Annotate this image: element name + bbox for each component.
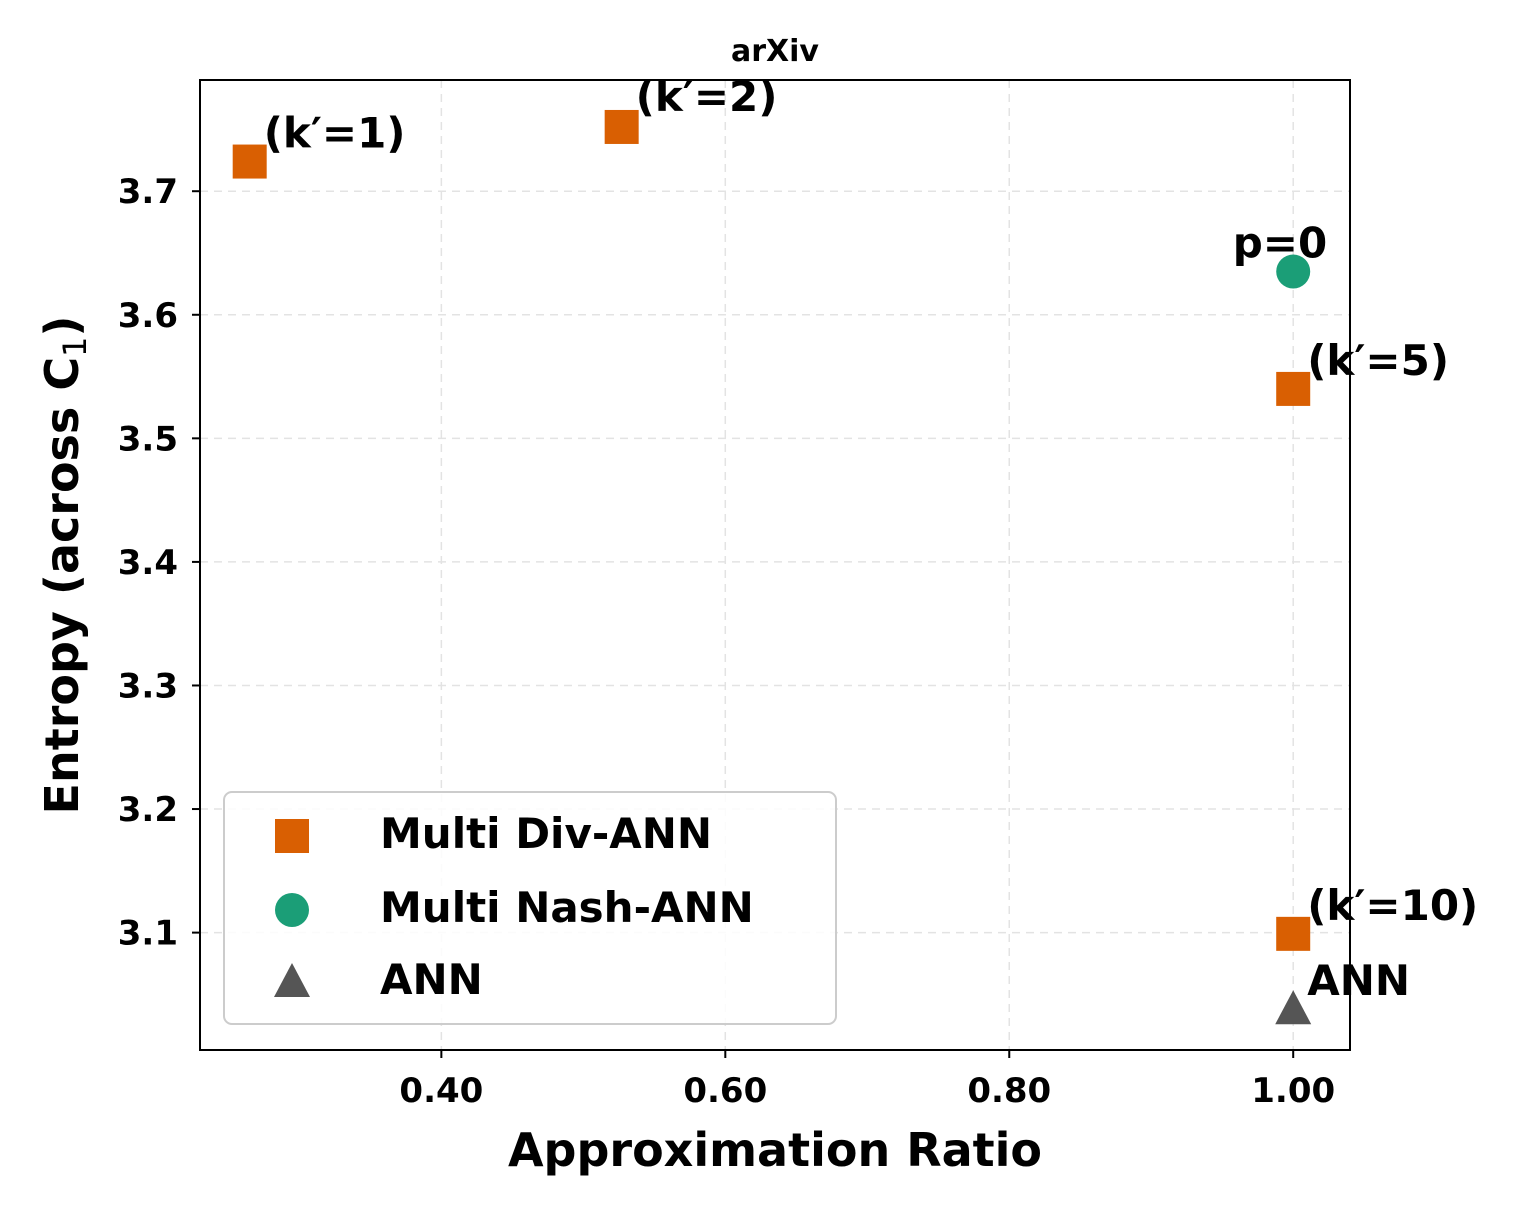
y-axis-label-close: ) <box>35 316 89 337</box>
y-axis-label-subscript: 1 <box>56 337 94 357</box>
y-tick-label: 3.2 <box>118 790 178 830</box>
y-tick-label: 3.1 <box>118 914 178 954</box>
y-tick-label: 3.3 <box>118 666 178 706</box>
data-point-square <box>1276 371 1311 406</box>
x-axis-label: Approximation Ratio <box>508 1123 1042 1177</box>
y-tick-label: 3.5 <box>118 419 178 459</box>
legend-label-ann: ANN <box>380 955 483 1004</box>
point-annotation: ANN <box>1307 956 1410 1005</box>
y-axis-label: Entropy (across C1) <box>35 316 94 815</box>
x-tick-label: 1.00 <box>1251 1071 1335 1111</box>
plot-frame <box>199 79 1351 1051</box>
legend-marker-square <box>275 819 309 853</box>
data-point-square <box>604 109 639 144</box>
legend-label-multi-div-ann: Multi Div-ANN <box>380 809 712 858</box>
point-annotation: (k′=10) <box>1307 881 1478 930</box>
data-points <box>232 109 1312 1025</box>
y-tick-label: 3.4 <box>118 543 178 583</box>
axis-ticks: 0.40 0.60 0.80 1.00 3.1 3.2 3.3 3.4 3.5 3.6 3.7 <box>118 172 1335 1111</box>
y-axis-label-main: Entropy (across C <box>35 357 89 815</box>
legend-label-multi-nash-ann: Multi Nash-ANN <box>380 883 754 932</box>
data-point-triangle <box>1275 990 1312 1025</box>
point-annotation: (k′=1) <box>264 109 406 158</box>
legend-box <box>223 791 837 1025</box>
point-annotation: (k′=5) <box>1307 336 1449 385</box>
legend: Multi Div-ANN Multi Nash-ANN ANN <box>223 791 837 1025</box>
y-tick-label: 3.6 <box>118 296 178 336</box>
data-point-square <box>232 144 267 179</box>
x-tick-label: 0.80 <box>967 1071 1051 1111</box>
legend-markers <box>274 819 310 997</box>
data-point-circle <box>1276 254 1311 289</box>
y-tick-label: 3.7 <box>118 172 178 212</box>
data-point-square <box>1276 916 1311 951</box>
legend-marker-circle <box>275 893 309 927</box>
x-tick-label: 0.40 <box>399 1071 483 1111</box>
legend-marker-triangle <box>274 963 310 997</box>
x-tick-label: 0.60 <box>683 1071 767 1111</box>
point-annotation: p=0 <box>1233 219 1327 268</box>
chart-title: arXiv <box>731 34 819 69</box>
